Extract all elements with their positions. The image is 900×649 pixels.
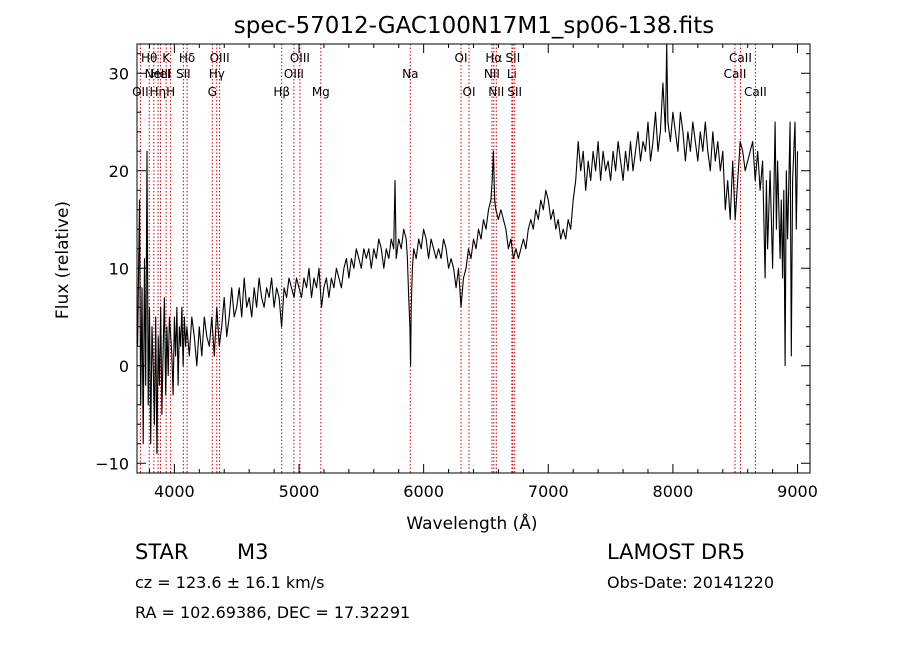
line-marker-label-1: Hη — [150, 85, 167, 99]
spectrum-line-0 — [137, 43, 799, 455]
line-marker-label-15: Mg — [312, 85, 330, 99]
line-marker-label-9: G — [208, 85, 217, 99]
y-tick-label-2: 10 — [109, 259, 129, 278]
y-tick-label-4: 30 — [109, 64, 129, 83]
y-tick-label-1: 0 — [119, 357, 129, 376]
line-marker-label-0: Hθ — [141, 51, 157, 65]
x-axis-label: Wavelength (Å) — [406, 512, 537, 534]
object-subclass: M3 — [237, 540, 269, 564]
x-tick-label-2: 6000 — [403, 482, 444, 501]
line-marker-label-3: NeIII — [145, 67, 172, 81]
line-marker-label-25: CaII — [724, 67, 747, 81]
x-tick-label-4: 8000 — [653, 482, 694, 501]
spectrum-series — [137, 43, 799, 455]
line-marker-label-19: NII — [484, 67, 500, 81]
line-marker-label-27: CaII — [744, 85, 767, 99]
line-marker-label-11: OIII — [210, 51, 230, 65]
x-tick-label-0: 4000 — [154, 482, 195, 501]
line-marker-label-21: NII — [488, 85, 504, 99]
chart-title: spec-57012-GAC100N17M1_sp06-138.fits — [234, 13, 714, 39]
redshift-text: cz = 123.6 ± 16.1 km/s — [135, 573, 325, 592]
line-marker-label-17: OI — [455, 51, 468, 65]
obs-date: Obs-Date: 20141220 — [607, 573, 775, 592]
line-marker-label-24: SII — [507, 85, 522, 99]
coordinates-text: RA = 102.69386, DEC = 17.32291 — [135, 603, 411, 622]
line-marker-label-23: SII — [506, 51, 521, 65]
line-marker-label-6: H — [166, 85, 175, 99]
y-tick-label-3: 20 — [109, 162, 129, 181]
line-marker-label-20: Hα — [485, 51, 502, 65]
line-marker-label-5: K — [162, 51, 171, 65]
line-marker-label-2: OII — [132, 85, 149, 99]
x-tick-label-1: 5000 — [279, 482, 320, 501]
line-marker-label-16: Na — [402, 67, 418, 81]
line-marker-label-18: OI — [463, 85, 476, 99]
line-marker-label-14: OIII — [290, 51, 310, 65]
line-marker-label-12: Hβ — [273, 85, 290, 99]
line-marker-label-4: HeI — [151, 67, 171, 81]
line-marker-label-26: CaII — [729, 51, 752, 65]
line-marker-label-22: Li — [507, 67, 517, 81]
line-marker-label-13: OIII — [284, 67, 304, 81]
line-marker-label-10: Hγ — [209, 67, 225, 81]
survey-label: LAMOST DR5 — [607, 540, 746, 564]
line-marker-label-8: Hδ — [179, 51, 195, 65]
x-tick-label-3: 7000 — [528, 482, 569, 501]
y-axis-label: Flux (relative) — [53, 201, 73, 319]
y-tick-label-0: −10 — [95, 454, 129, 473]
axes: 4000 5000 6000 7000 8000 9000 −10 0 10 20 30 — [95, 43, 818, 501]
object-class: STAR — [135, 540, 189, 564]
line-markers: HθHηOIINeIIIHeIKHSIIHδGHγOIIIHβOIIIOIIIM… — [132, 44, 767, 473]
x-tick-label-5: 9000 — [777, 482, 818, 501]
line-marker-label-7: SII — [176, 67, 191, 81]
plot-frame — [136, 43, 811, 474]
